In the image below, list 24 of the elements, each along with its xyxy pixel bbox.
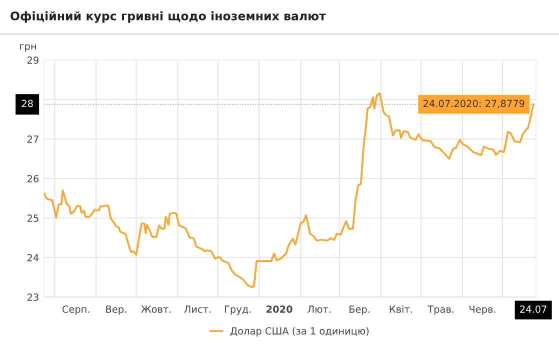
- x-tick-label: Жовт.: [141, 306, 171, 313]
- x-tick-label: Серп.: [62, 306, 90, 315]
- chart-title: Офіційний курс гривні щодо іноземних валют: [10, 11, 326, 23]
- x-tick-label: 2020: [266, 306, 292, 313]
- x-tick-label: Черв.: [470, 306, 496, 315]
- legend-label: Долар США (за 1 одиницю): [230, 327, 369, 336]
- y-tick-label: 24: [27, 254, 39, 262]
- y-tick-label: 26: [27, 174, 39, 182]
- x-tick-label: Лист.: [184, 306, 211, 313]
- y-tick-label: 23: [27, 293, 38, 301]
- y-tick-label: 29: [27, 56, 38, 64]
- x-tick-label: Лют.: [308, 306, 330, 313]
- y-tick-label: 25: [27, 214, 38, 222]
- x-tick-label: 24.07: [520, 306, 546, 313]
- x-tick-label: Бер.: [350, 306, 370, 315]
- y-axis-title: грн: [20, 44, 36, 52]
- x-tick-label: Груд.: [224, 306, 251, 315]
- x-tick-label: Квіт.: [390, 305, 412, 313]
- x-tick-label: Трав.: [428, 306, 454, 315]
- line-series: [44, 92, 534, 288]
- y-tick-label: 27: [27, 135, 38, 143]
- annotation: 24.07.2020: 27,8779: [423, 100, 524, 108]
- ref-line-label: 28: [22, 100, 33, 108]
- x-tick-label: Вер.: [106, 306, 126, 315]
